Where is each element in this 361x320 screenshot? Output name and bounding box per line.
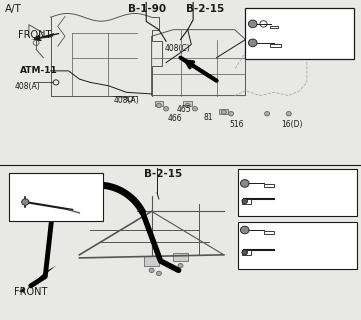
Text: 242: 242 [269,239,283,248]
Circle shape [286,111,291,116]
Bar [264,184,274,187]
Text: 242: 242 [269,177,283,186]
Bar [144,256,159,266]
Bar [270,26,278,28]
Text: 38(A): 38(A) [274,43,295,52]
Text: 16(D): 16(D) [282,120,303,129]
Circle shape [185,103,190,108]
Polygon shape [31,33,54,40]
Circle shape [178,263,183,268]
Text: B-2-15: B-2-15 [144,170,183,180]
Text: B-2-15: B-2-15 [186,4,224,14]
Circle shape [248,39,257,47]
Circle shape [22,199,29,205]
Text: 466: 466 [168,114,183,123]
Circle shape [164,107,169,111]
Circle shape [242,250,248,255]
Bar [245,8,354,59]
Circle shape [156,271,161,276]
Circle shape [248,20,257,28]
Text: 81: 81 [204,113,213,122]
Circle shape [156,103,161,108]
Text: 465: 465 [177,106,192,115]
Text: 334(B): 334(B) [264,258,289,267]
Bar [155,101,163,106]
Circle shape [221,110,226,114]
Text: 516: 516 [229,120,244,129]
Bar [264,231,274,234]
Circle shape [240,226,249,234]
Bar [242,250,251,255]
Text: 408(A): 408(A) [14,82,40,91]
Circle shape [192,107,197,111]
Text: A/T: A/T [5,4,22,14]
Text: ATM-11: ATM-11 [20,66,58,75]
Circle shape [149,268,154,273]
Text: FRONT: FRONT [14,287,48,297]
Text: B-1-90: B-1-90 [128,4,166,14]
Circle shape [265,111,270,116]
Bar [242,199,251,204]
Text: 408(A): 408(A) [114,96,139,105]
Bar [270,44,281,47]
Bar [219,109,228,114]
Text: FRONT: FRONT [18,30,51,40]
Circle shape [229,111,234,116]
Bar [238,170,357,216]
Polygon shape [180,58,188,63]
Bar [173,253,188,261]
Text: 408(C): 408(C) [164,44,190,53]
Bar [183,101,192,106]
Text: 408(D): 408(D) [274,23,301,32]
Circle shape [242,198,248,204]
Bar [238,222,357,269]
Polygon shape [31,266,56,286]
Text: 188: 188 [32,190,47,199]
Circle shape [240,180,249,187]
Text: 334(A): 334(A) [264,196,290,205]
Bar [9,172,103,221]
